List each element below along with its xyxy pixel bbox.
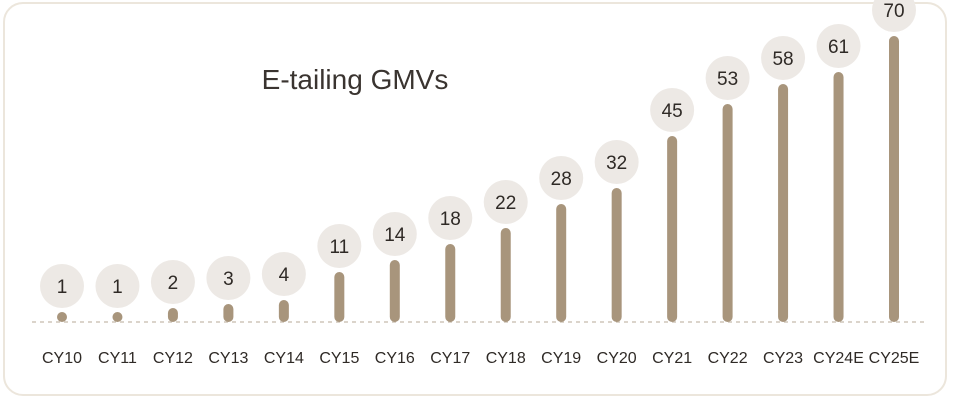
bar — [112, 312, 123, 322]
x-tick-label: CY18 — [486, 350, 526, 367]
data-label: 11 — [329, 237, 349, 258]
value-bubble — [539, 156, 584, 200]
value-bubble — [261, 252, 306, 296]
data-label: 61 — [828, 37, 849, 58]
x-tick-label: CY19 — [541, 350, 581, 367]
bar — [57, 312, 67, 322]
value-bubble — [40, 264, 84, 308]
data-label: 32 — [606, 153, 627, 174]
chart-marks: 1 CY10 1 CY11 2 CY12 3 CY13 4 CY14 11 CY15 14 CY16 18 C… — [40, 0, 919, 367]
bar — [389, 260, 400, 322]
bar — [722, 104, 733, 322]
chart-title: E-tailing GMVs — [262, 64, 449, 95]
x-tick-label: CY11 — [98, 350, 137, 367]
x-tick-label: CY21 — [652, 350, 692, 367]
data-label: 4 — [279, 265, 290, 286]
value-bubble — [150, 260, 195, 304]
bar — [611, 188, 622, 322]
x-tick-label: CY16 — [375, 350, 415, 367]
bar — [334, 272, 345, 322]
x-tick-label: CY14 — [264, 350, 304, 367]
bar — [556, 204, 567, 322]
value-bubble — [206, 256, 251, 300]
value-bubble — [650, 88, 695, 132]
data-label: 18 — [440, 209, 461, 230]
bar — [278, 300, 289, 322]
value-bubble — [372, 212, 417, 256]
value-bubble — [761, 36, 806, 80]
data-label: 70 — [883, 1, 904, 22]
x-tick-label: CY15 — [319, 350, 359, 367]
value-bubble — [594, 140, 639, 184]
value-bubble — [483, 180, 528, 224]
value-bubble — [95, 264, 140, 308]
x-tick-label: CY17 — [430, 350, 470, 367]
data-label: 14 — [384, 225, 406, 246]
value-bubble — [428, 196, 473, 240]
value-bubble — [872, 0, 916, 32]
bar — [778, 84, 789, 322]
x-tick-label: CY24E — [813, 350, 864, 367]
bar — [223, 304, 234, 322]
bar — [667, 136, 678, 322]
data-label: 2 — [168, 273, 179, 294]
value-bubble — [816, 24, 861, 68]
x-tick-label: CY10 — [42, 350, 82, 367]
data-label: 58 — [772, 49, 793, 70]
data-label: 28 — [551, 169, 572, 190]
data-label: 3 — [223, 269, 234, 290]
value-bubble — [317, 224, 362, 268]
data-label: 1 — [112, 277, 123, 298]
bar — [445, 244, 456, 322]
bar — [167, 308, 178, 322]
value-bubble — [705, 56, 750, 100]
data-label: 53 — [717, 69, 738, 90]
data-label: 1 — [57, 277, 68, 298]
data-label: 22 — [495, 193, 516, 214]
x-tick-label: CY23 — [763, 350, 803, 367]
bar — [500, 228, 511, 322]
x-tick-label: CY20 — [597, 350, 637, 367]
x-tick-label: CY12 — [153, 350, 193, 367]
x-tick-label: CY25E — [869, 350, 920, 367]
x-tick-label: CY13 — [208, 350, 248, 367]
bar — [889, 36, 899, 322]
data-label: 45 — [662, 101, 683, 122]
bar — [833, 72, 844, 322]
x-tick-label: CY22 — [708, 350, 748, 367]
